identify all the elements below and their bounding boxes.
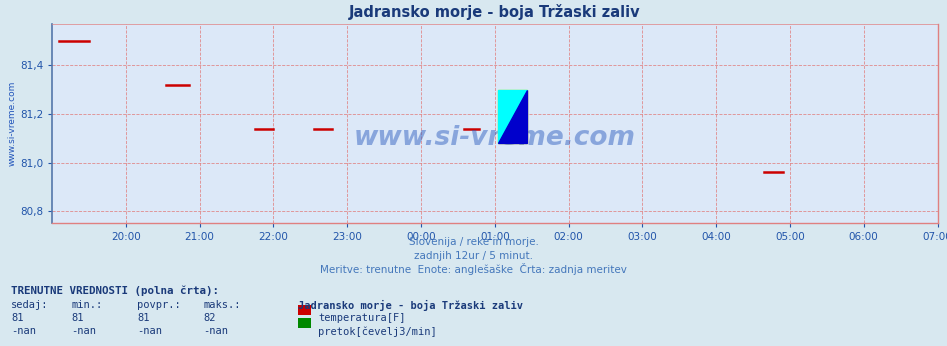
Text: -nan: -nan <box>71 326 96 336</box>
Text: povpr.:: povpr.: <box>137 300 181 310</box>
Y-axis label: www.si-vreme.com: www.si-vreme.com <box>8 81 17 166</box>
Text: -nan: -nan <box>137 326 162 336</box>
Bar <box>498 90 527 143</box>
Text: pretok[čevelj3/min]: pretok[čevelj3/min] <box>318 326 437 337</box>
Text: 81: 81 <box>71 313 83 323</box>
Text: Meritve: trenutne  Enote: anglešaške  Črta: zadnja meritev: Meritve: trenutne Enote: anglešaške Črta… <box>320 263 627 275</box>
Text: 81: 81 <box>137 313 150 323</box>
Text: Jadransko morje - boja Tržaski zaliv: Jadransko morje - boja Tržaski zaliv <box>298 300 524 311</box>
Title: Jadransko morje - boja Tržaski zaliv: Jadransko morje - boja Tržaski zaliv <box>349 4 640 20</box>
Text: -nan: -nan <box>204 326 228 336</box>
Text: sedaj:: sedaj: <box>11 300 49 310</box>
Text: zadnjih 12ur / 5 minut.: zadnjih 12ur / 5 minut. <box>414 251 533 261</box>
Polygon shape <box>498 90 527 143</box>
Text: TRENUTNE VREDNOSTI (polna črta):: TRENUTNE VREDNOSTI (polna črta): <box>11 285 220 296</box>
Text: 82: 82 <box>204 313 216 323</box>
Text: maks.:: maks.: <box>204 300 241 310</box>
Text: temperatura[F]: temperatura[F] <box>318 313 405 323</box>
Polygon shape <box>498 90 527 143</box>
Text: Slovenija / reke in morje.: Slovenija / reke in morje. <box>408 237 539 247</box>
Text: -nan: -nan <box>11 326 36 336</box>
Text: www.si-vreme.com: www.si-vreme.com <box>354 125 635 151</box>
Text: min.:: min.: <box>71 300 102 310</box>
Text: 81: 81 <box>11 313 24 323</box>
